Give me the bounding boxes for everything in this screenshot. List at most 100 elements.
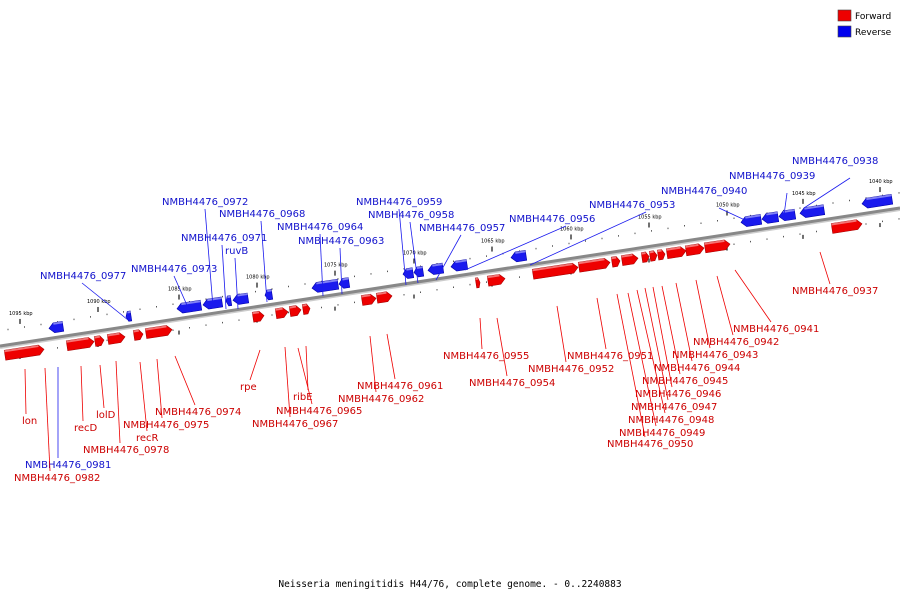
gene-label: NMBH4476_0958 (368, 210, 454, 221)
reverse-gene-arrow (799, 204, 826, 218)
gene-label: NMBH4476_0981 (25, 460, 111, 471)
gene-label: NMBH4476_0949 (619, 428, 705, 439)
forward-gene-arrow (474, 277, 481, 289)
label-leader-line (174, 355, 196, 406)
gene-shape (761, 211, 780, 224)
gene-label: NMBH4476_0947 (631, 402, 717, 413)
gene-label: NMBH4476_0957 (419, 223, 505, 234)
label-leader-line (819, 251, 831, 285)
gene-highlight (361, 294, 371, 298)
label-leader-line (99, 364, 105, 409)
reverse-gene-arrow (232, 292, 250, 305)
reverse-gene-arrow (225, 295, 233, 307)
gene-label: NMBH4476_0961 (357, 381, 443, 392)
label-leader-line (718, 207, 748, 222)
gene-highlight (316, 279, 338, 285)
gene-highlight (275, 307, 283, 311)
gene-highlight (611, 256, 617, 260)
label-leader-line (284, 346, 291, 418)
gene-label: NMBH4476_0974 (155, 407, 241, 418)
gene-label: NMBH4476_0975 (123, 420, 209, 431)
label-leader-line (652, 286, 673, 388)
gene-shape (301, 303, 311, 315)
ruler-label: 1090 kbp (87, 299, 111, 305)
reverse-gene-arrow (427, 262, 445, 275)
ruler-label: 1040 kbp (869, 179, 893, 185)
gene-label: NMBH4476_0963 (298, 236, 384, 247)
gene-highlight (416, 266, 423, 270)
gene-highlight (133, 329, 139, 333)
gene-label: NMBH4476_0973 (131, 264, 217, 275)
gene-highlight (745, 214, 761, 219)
gene-highlight (376, 291, 387, 296)
label-leader-line (529, 211, 647, 266)
gene-shape (577, 257, 611, 273)
gene-label: rpe (240, 382, 257, 393)
forward-gene-arrow (620, 253, 639, 266)
reverse-gene-arrow (510, 250, 528, 263)
gene-label: NMBH4476_0956 (509, 214, 595, 225)
gene-label: ribE (293, 392, 313, 403)
genome-backbone (0, 206, 900, 348)
gene-label: NMBH4476_0939 (729, 171, 815, 182)
forward-gene-arrow (251, 310, 265, 323)
gene-label: recD (74, 423, 98, 434)
gene-label: NMBH4476_0946 (635, 389, 721, 400)
gene-label: NMBH4476_0953 (589, 200, 675, 211)
gene-label: NMBH4476_0982 (14, 473, 100, 484)
label-leader-line (661, 285, 681, 375)
gene-shape (450, 259, 469, 272)
forward-gene-arrow (648, 250, 658, 262)
label-leader-line (644, 287, 669, 401)
gene-shape (684, 243, 705, 257)
label-leader-line (204, 208, 214, 308)
reverse-gene-arrow (740, 214, 763, 227)
gene-highlight (432, 263, 443, 267)
forward-gene-arrow (301, 303, 311, 315)
label-leader-line (369, 335, 377, 393)
gene-shape (656, 249, 666, 261)
gene-label: NMBH4476_0940 (661, 186, 747, 197)
gene-shape (778, 208, 797, 222)
gene-highlight (66, 337, 89, 343)
legend-swatch-forward (837, 9, 852, 22)
gene-label: NMBH4476_0943 (672, 350, 758, 361)
reverse-gene-arrow (761, 211, 780, 224)
ruler-label: 1095 kbp (9, 311, 33, 317)
label-leader-line (139, 361, 148, 432)
gene-label: NMBH4476_0952 (528, 364, 614, 375)
label-leader-line (398, 208, 407, 286)
gene-label: NMBH4476_0944 (654, 363, 740, 374)
gene-highlight (641, 251, 646, 255)
forward-gene-arrow (65, 337, 95, 352)
forward-gene-arrow (665, 246, 687, 260)
ruler-label: 1065 kbp (481, 239, 505, 245)
gene-shape (740, 214, 763, 227)
gene-label: NMBH4476_0968 (219, 209, 305, 220)
reverse-gene-arrow (861, 193, 894, 209)
gene-label: NMBH4476_0967 (252, 419, 338, 430)
gene-shape (288, 305, 302, 317)
reverse-gene-arrow (264, 289, 274, 301)
forward-gene-arrow (684, 243, 705, 257)
gene-shape (360, 293, 377, 306)
gene-label: NMBH4476_0945 (642, 376, 728, 387)
label-leader-line (24, 368, 27, 415)
ruler-label: 1055 kbp (638, 214, 662, 220)
reverse-gene-arrow (48, 321, 65, 333)
label-leader-line (81, 282, 129, 321)
gene-highlight (685, 243, 699, 248)
gene-highlight (94, 335, 100, 339)
map-caption: Neisseria meningitidis H44/76, complete … (278, 579, 621, 590)
gene-highlight (4, 345, 39, 353)
label-leader-line (173, 275, 191, 313)
gene-label: NMBH4476_0964 (277, 222, 363, 233)
label-leader-line (496, 317, 508, 377)
reverse-gene-arrow (778, 208, 797, 222)
gene-shape (93, 335, 105, 347)
label-leader-line (319, 233, 324, 297)
gene-label: NMBH4476_0959 (356, 197, 442, 208)
reverse-gene-arrow (311, 278, 340, 293)
label-leader-line (783, 192, 788, 216)
